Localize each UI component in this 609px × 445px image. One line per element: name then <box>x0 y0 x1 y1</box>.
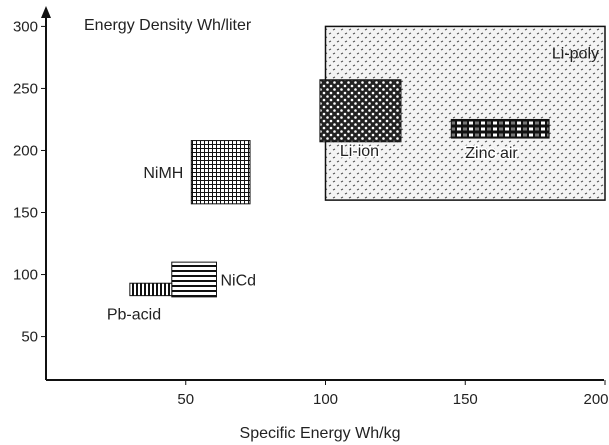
y-axis-arrow-icon <box>41 6 51 18</box>
y-tick-label: 250 <box>13 80 38 97</box>
y-tick-label: 200 <box>13 142 38 159</box>
y-tick-label: 300 <box>13 18 38 35</box>
region-label-zinc-air: Zinc air <box>465 145 518 162</box>
y-tick-label: 50 <box>21 329 38 346</box>
x-axis-title: Specific Energy Wh/kg <box>240 425 401 442</box>
x-tick-label: 50 <box>177 391 194 408</box>
x-tick-label: 200 <box>583 391 608 408</box>
region-nimh <box>190 140 251 205</box>
x-tick-label: 100 <box>313 391 338 408</box>
region-label-li-ion: Li-ion <box>340 143 379 160</box>
y-tick-label: 150 <box>13 205 38 222</box>
region-label-nicd: NiCd <box>220 273 256 290</box>
region-label-nimh: NiMH <box>143 165 183 182</box>
region-label-li-poly: Li-poly <box>552 45 599 62</box>
region-pb-acid <box>129 282 173 297</box>
region-nicd <box>171 261 217 298</box>
x-tick-label: 150 <box>453 391 478 408</box>
region-label-pb-acid: Pb-acid <box>107 307 161 324</box>
y-axis-title: Energy Density Wh/liter <box>84 17 252 34</box>
region-li-ion <box>319 79 402 143</box>
region-zinc-air <box>450 118 550 139</box>
y-tick-label: 100 <box>13 267 38 284</box>
